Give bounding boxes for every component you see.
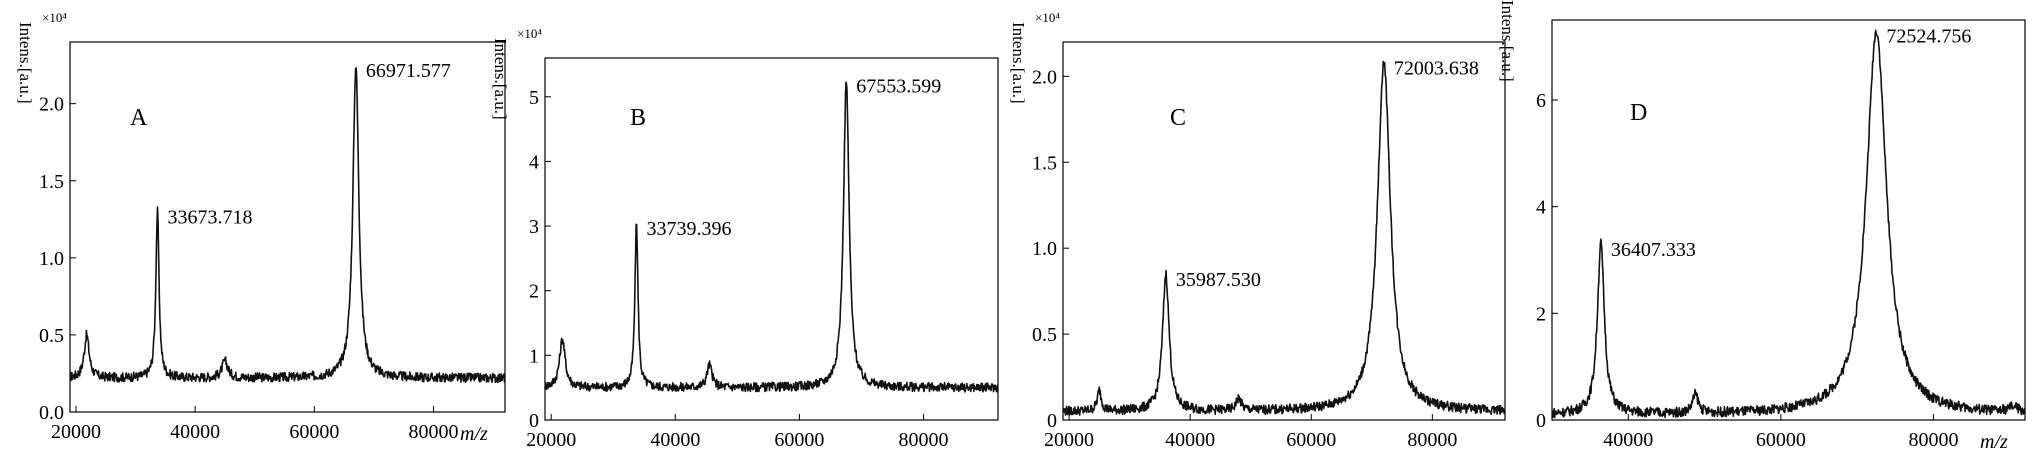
y-tick-label: 5 — [529, 87, 539, 109]
plot-frame — [1062, 41, 1506, 421]
y-tick-label: 0 — [529, 410, 539, 432]
y-tick-label: 4 — [529, 151, 539, 173]
x-tick-label: 80000 — [899, 429, 949, 451]
y-tick-label: 1.5 — [1032, 152, 1057, 174]
y-axis-label: Intens.[a.u.] — [491, 38, 510, 120]
peak-label: 66971.577 — [366, 60, 451, 82]
panel-label: C — [1170, 105, 1186, 131]
x-axis-label: m/z — [1980, 431, 2008, 453]
x-tick-label: 20000 — [1044, 429, 1094, 451]
x-tick-label: 60000 — [289, 421, 339, 443]
y-tick-label: 0 — [1536, 410, 1546, 432]
y-scale-factor: ×10⁴ — [517, 26, 542, 41]
x-tick-label: 40000 — [650, 429, 700, 451]
x-tick-label: 40000 — [170, 421, 220, 443]
spectrum-line — [1062, 60, 1506, 416]
y-tick-label: 3 — [529, 216, 539, 238]
peak-label: 33673.718 — [167, 207, 252, 229]
spectrum-line — [69, 67, 506, 384]
y-scale-factor: ×10⁴ — [1035, 10, 1060, 25]
y-scale-factor: ×10⁴ — [1524, 0, 1549, 3]
x-tick-label: 20000 — [51, 421, 101, 443]
y-tick-label: 2 — [1536, 303, 1546, 325]
panel-c: 0 0.5 1.0 1.5 2.0 20000 40000 60000 80000 Intens.… — [1009, 10, 1506, 451]
y-axis-label: Intens.[a.u.] — [16, 22, 35, 104]
peak-label: 72003.638 — [1394, 58, 1479, 80]
panel-b: 0 1 2 3 4 5 20000 40000 60000 80000 Intens.[a.u.] ×… — [491, 26, 999, 451]
x-axis-label: m/z — [460, 423, 488, 445]
x-tick-label: 60000 — [774, 429, 824, 451]
x-tick-label: 80000 — [408, 421, 458, 443]
y-tick-label: 2.0 — [1032, 66, 1057, 88]
y-tick-label: 0 — [1047, 410, 1057, 432]
x-tick-label: 40000 — [1165, 429, 1215, 451]
panel-label: A — [130, 105, 148, 131]
x-tick-label: 80000 — [1908, 429, 1958, 451]
y-tick-label: 6 — [1536, 90, 1546, 112]
x-tick-label: 20000 — [526, 429, 576, 451]
y-tick-label: 1.5 — [39, 171, 64, 193]
y-tick-label: 2 — [529, 281, 539, 303]
peak-label: 35987.530 — [1176, 269, 1261, 291]
y-tick-label: 0.0 — [39, 402, 64, 424]
y-tick-label: 0.5 — [1032, 324, 1057, 346]
y-tick-label: 4 — [1536, 197, 1546, 219]
peak-label: 72524.756 — [1886, 26, 1971, 48]
peak-label: 67553.599 — [856, 76, 941, 98]
panel-d: 0 2 4 6 40000 60000 80000 Intens.[a.u.] ×10⁴ m/z D… — [1498, 0, 2026, 453]
y-tick-label: 1 — [529, 345, 539, 367]
spectrum-line — [1551, 29, 2026, 419]
y-tick-label: 2.0 — [39, 94, 64, 116]
plot-frame — [69, 41, 506, 413]
x-tick-label: 80000 — [1407, 429, 1457, 451]
y-tick-label: 1.0 — [1032, 238, 1057, 260]
plot-frame — [1551, 19, 2026, 421]
x-tick-label: 60000 — [1286, 429, 1336, 451]
spectrum-line — [544, 81, 999, 393]
x-tick-label: 40000 — [1603, 429, 1653, 451]
peak-label: 33739.396 — [646, 218, 731, 240]
y-tick-label: 1.0 — [39, 248, 64, 270]
panel-a: 0.0 0.5 1.0 1.5 2.0 20000 40000 60000 80000 Inten… — [16, 10, 506, 445]
y-axis-label: Intens.[a.u.] — [1498, 0, 1517, 82]
peak-label: 36407.333 — [1611, 239, 1696, 261]
y-tick-label: 0.5 — [39, 325, 64, 347]
plot-frame — [544, 57, 999, 421]
panel-label: B — [630, 105, 646, 131]
y-axis-label: Intens.[a.u.] — [1009, 22, 1028, 104]
x-tick-label: 60000 — [1756, 429, 1806, 451]
panel-label: D — [1630, 100, 1647, 126]
y-scale-factor: ×10⁴ — [42, 10, 67, 25]
